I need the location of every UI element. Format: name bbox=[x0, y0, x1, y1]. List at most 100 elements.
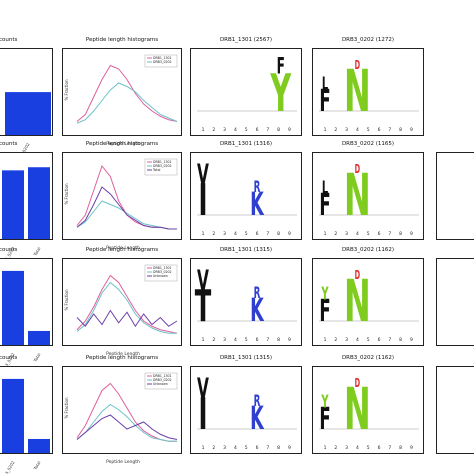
logo-letter: F bbox=[319, 188, 330, 223]
sequence-logo-panel: DRB1_1301 (1315) 1 2 3 4 5 6 7 8 9 T V K R bbox=[190, 247, 302, 346]
position-tick: 3 bbox=[345, 445, 348, 451]
panel-title: counts bbox=[0, 355, 18, 361]
position-tick: 4 bbox=[356, 445, 359, 451]
position-tick: 6 bbox=[378, 445, 381, 451]
logo-letter: R bbox=[254, 178, 261, 197]
sequence-logo-panel: DRB1_1301 (1315) 1 2 3 4 5 6 7 8 9 I V K R bbox=[190, 355, 302, 454]
position-tick: 5 bbox=[245, 127, 248, 133]
x-axis-label: Peptide Length bbox=[106, 459, 140, 465]
panel-title: counts bbox=[0, 37, 18, 43]
position-tick: 4 bbox=[234, 337, 237, 343]
logo-letter: K bbox=[250, 292, 264, 329]
position-tick: 5 bbox=[367, 445, 370, 451]
legend-entry: DRB1_1301 bbox=[153, 374, 172, 378]
logo-letter: F bbox=[319, 402, 330, 437]
position-tick: 2 bbox=[334, 445, 337, 451]
position-tick: 3 bbox=[223, 337, 226, 343]
position-tick: 2 bbox=[334, 127, 337, 133]
position-tick: 2 bbox=[212, 127, 215, 133]
position-tick: 1 bbox=[324, 127, 327, 133]
count-bar bbox=[28, 167, 50, 239]
logo-letter: V bbox=[197, 373, 209, 405]
position-tick: 9 bbox=[288, 445, 291, 451]
panel-title: DRB1_1301 (1315) bbox=[219, 355, 273, 361]
legend-entry: DRB1_1301 bbox=[153, 160, 172, 164]
sequence-logo-panel: DRB1_1301 (1316) 1 2 3 4 5 6 7 8 9 I V K R bbox=[190, 141, 302, 240]
position-tick: 8 bbox=[277, 445, 280, 451]
logo-letter: T bbox=[195, 281, 212, 332]
position-tick: 4 bbox=[234, 231, 237, 237]
position-tick: 6 bbox=[378, 337, 381, 343]
sequence-logo-panel: DRB1_1301 (2567) 1 2 3 4 5 6 7 8 9 Y F bbox=[190, 37, 302, 136]
histogram-series-line bbox=[76, 186, 177, 230]
legend-entry: DRB3_0202 bbox=[153, 270, 172, 274]
histogram-panel: Peptide length histograms % Fraction Pepti… bbox=[62, 141, 182, 251]
count-bar bbox=[2, 378, 24, 453]
logo-letter: R bbox=[254, 284, 261, 303]
panel-title: DRB3_0202 (1165) bbox=[341, 141, 395, 147]
legend-entry: DRB1_1301 bbox=[153, 266, 172, 270]
panel-title: Peptide length histograms bbox=[85, 247, 159, 253]
position-tick: 9 bbox=[288, 337, 291, 343]
panel-title: Peptide length histograms bbox=[85, 37, 159, 43]
count-bar bbox=[5, 92, 51, 135]
position-tick: 7 bbox=[388, 231, 391, 237]
histogram-series-line bbox=[76, 281, 177, 334]
logo-letter: I bbox=[198, 175, 207, 226]
position-tick: 3 bbox=[223, 127, 226, 133]
panel-title: DRB1_1301 (1315) bbox=[219, 247, 273, 253]
position-tick: 6 bbox=[256, 445, 259, 451]
panel-title: DRB3_0202 (1162) bbox=[341, 355, 395, 361]
sequence-logo-panel: DRB3_0202 (1162) 1 2 3 4 5 6 7 8 9 F Y N D bbox=[312, 355, 424, 454]
count-bar bbox=[28, 330, 50, 345]
position-tick: 1 bbox=[202, 127, 205, 133]
position-tick: 7 bbox=[388, 337, 391, 343]
sequence-logo-panel-partial bbox=[436, 366, 474, 454]
position-tick: 3 bbox=[345, 231, 348, 237]
position-tick: 1 bbox=[202, 445, 205, 451]
logo-letter: Y bbox=[321, 393, 329, 413]
position-tick: 2 bbox=[334, 337, 337, 343]
histogram-series-line bbox=[76, 382, 177, 442]
y-axis-label: % Fraction bbox=[64, 289, 69, 311]
position-tick: 5 bbox=[245, 231, 248, 237]
position-tick: 9 bbox=[410, 337, 413, 343]
count-bar-label: Total bbox=[32, 460, 42, 471]
y-axis-label: % Fraction bbox=[64, 183, 69, 205]
logo-letter: F bbox=[319, 294, 330, 329]
position-tick: 8 bbox=[277, 337, 280, 343]
histogram-series-line bbox=[76, 64, 178, 122]
position-tick: 4 bbox=[356, 231, 359, 237]
position-tick: 2 bbox=[212, 445, 215, 451]
legend-entry: DRB3_0202 bbox=[153, 378, 172, 382]
position-tick: 4 bbox=[356, 127, 359, 133]
position-tick: 2 bbox=[334, 231, 337, 237]
histogram-panel: Peptide length histograms % Fraction Pepti… bbox=[62, 355, 182, 465]
position-tick: 8 bbox=[399, 127, 402, 133]
position-tick: 9 bbox=[410, 127, 413, 133]
position-tick: 6 bbox=[256, 127, 259, 133]
sequence-logo-panel-partial bbox=[436, 258, 474, 346]
position-tick: 1 bbox=[202, 231, 205, 237]
position-tick: 6 bbox=[256, 337, 259, 343]
position-tick: 3 bbox=[345, 337, 348, 343]
histogram-panel: Peptide length histograms % Fraction Pepti… bbox=[62, 247, 182, 357]
logo-letter: N bbox=[344, 59, 371, 126]
y-axis-label: % Fraction bbox=[64, 397, 69, 419]
count-bar-label: DRB3_0202 bbox=[0, 460, 16, 474]
position-tick: 5 bbox=[367, 127, 370, 133]
logo-letter: F bbox=[277, 55, 285, 80]
position-tick: 8 bbox=[277, 231, 280, 237]
logo-letter: D bbox=[355, 377, 360, 391]
count-bar-label: Total bbox=[32, 246, 42, 257]
position-tick: 7 bbox=[266, 231, 269, 237]
counts-panel: counts DRB3_0202 Total bbox=[0, 355, 53, 474]
position-tick: 5 bbox=[367, 231, 370, 237]
legend-entry: Unknown bbox=[153, 274, 168, 278]
count-bar bbox=[28, 438, 50, 453]
sequence-logo-panel: DRB3_0202 (1165) 1 2 3 4 5 6 7 8 9 F L N D bbox=[312, 141, 424, 240]
sequence-logo-panel: DRB3_0202 (1272) 1 2 3 4 5 6 7 8 9 F L N D bbox=[312, 37, 424, 136]
logo-letter: D bbox=[355, 59, 360, 73]
